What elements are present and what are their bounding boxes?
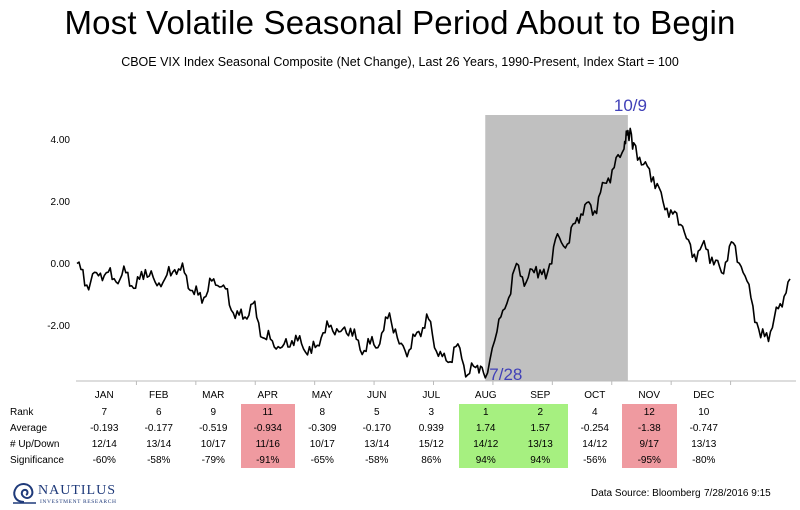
month-label: FEB [149,390,169,401]
rank-cell: 8 [319,406,326,418]
updown-cell: 13/14 [364,438,390,450]
y-tick-label: 0.00 [51,259,71,270]
updown-cell: 13/13 [691,438,717,450]
significance-cell: -91% [240,452,295,468]
month-label: OCT [584,390,606,401]
updown-cell: 14/12 [582,438,608,450]
month-dividers [135,381,732,385]
rank-cell: 3 [428,406,435,418]
y-axis-ticks: 4.00 2.00 0.00 -2.00 [47,135,70,332]
rank-cell: 7 [101,406,108,418]
average-cell: 0.939 [418,422,444,434]
significance-cell: 86% [421,454,442,466]
series-line [76,127,791,379]
month-header-row: JAN FEB MAR APR MAY JUN JUL AUG SEP OCT … [10,387,731,404]
average-cell: -0.177 [144,422,173,434]
average-cell: -1.38 [622,420,677,436]
updown-cell: 14/12 [458,436,513,452]
month-label: MAY [311,390,333,401]
significance-cell: -58% [365,454,389,466]
rank-cell: 4 [591,406,598,418]
significance-cell: -58% [147,454,171,466]
rank-cell: 2 [513,404,568,420]
rank-cell: 5 [373,406,380,418]
significance-cell: 94% [513,452,568,468]
row-label: Average [10,422,48,434]
month-label: MAR [202,390,225,401]
average-cell: -0.519 [199,422,228,434]
chart-subtitle: CBOE VIX Index Seasonal Composite (Net C… [121,55,679,69]
logo-tagline: INVESTMENT RESEARCH [40,499,117,505]
rank-cell: 12 [622,404,677,420]
data-source: Data Source: Bloomberg [591,488,701,499]
updown-cell: 9/17 [622,436,677,452]
month-label: DEC [693,390,715,401]
average-cell: 1.57 [513,420,568,436]
chart-title: Most Volatile Seasonal Period About to B… [64,4,736,41]
rank-cell: 9 [210,406,217,418]
month-label: SEP [530,390,551,401]
significance-cell: 94% [458,452,513,468]
month-label: AUG [474,390,497,401]
y-tick-label: 2.00 [51,197,71,208]
significance-cell: -80% [692,454,716,466]
updown-cell: 13/14 [146,438,172,450]
updown-cell: 12/14 [91,438,117,450]
logo-name: NAUTILUS [38,483,116,498]
updown-cell: 13/13 [513,436,568,452]
updown-cell: 10/17 [309,438,335,450]
nautilus-shell-icon [13,483,36,504]
rank-row: Rank 7 6 9 11 8 5 3 1 2 4 12 10 [10,404,731,420]
shaded-period-rect [485,115,628,381]
average-cell: -0.747 [689,422,718,434]
significance-cell: -79% [201,454,225,466]
average-cell: -0.254 [580,422,609,434]
updown-row: # Up/Down 12/14 13/14 10/17 11/16 10/17 … [10,436,731,452]
row-label: Rank [10,406,34,418]
annotation-start: 7/28 [489,365,522,384]
rank-cell: 1 [458,404,513,420]
average-row: Average -0.193 -0.177 -0.519 -0.934 -0.3… [10,420,731,436]
average-cell: -0.170 [362,422,391,434]
month-label: JUN [367,390,387,401]
updown-cell: 15/12 [418,438,444,450]
updown-cell: 10/17 [200,438,226,450]
significance-cell: -95% [622,452,677,468]
significance-cell: -65% [310,454,334,466]
rank-cell: 10 [698,406,710,418]
average-cell: -0.193 [90,422,119,434]
month-label: APR [257,390,279,401]
month-label: JUL [422,390,441,401]
vix-seasonal-chart: 4.00 2.00 0.00 -2.00 7/28 10/9 [47,96,796,385]
footer-date: 7/28/2016 9:15 [704,488,771,499]
month-label: NOV [638,390,661,401]
updown-cell: 11/16 [240,436,295,452]
average-cell: 1.74 [458,420,513,436]
average-cell: -0.309 [308,422,337,434]
row-label: # Up/Down [10,438,60,450]
rank-cell: 6 [155,406,162,418]
significance-cell: -56% [583,454,607,466]
row-label: Significance [10,454,64,466]
y-tick-label: -2.00 [47,321,70,332]
rank-cell: 11 [240,404,295,420]
seasonal-stats-table: JAN FEB MAR APR MAY JUN JUL AUG SEP OCT … [10,387,731,468]
y-tick-label: 4.00 [51,135,71,146]
significance-cell: -60% [92,454,116,466]
annotation-end: 10/9 [614,96,647,115]
month-label: JAN [94,390,114,401]
significance-row: Significance -60% -58% -79% -91% -65% -5… [10,452,731,468]
average-cell: -0.934 [240,420,295,436]
